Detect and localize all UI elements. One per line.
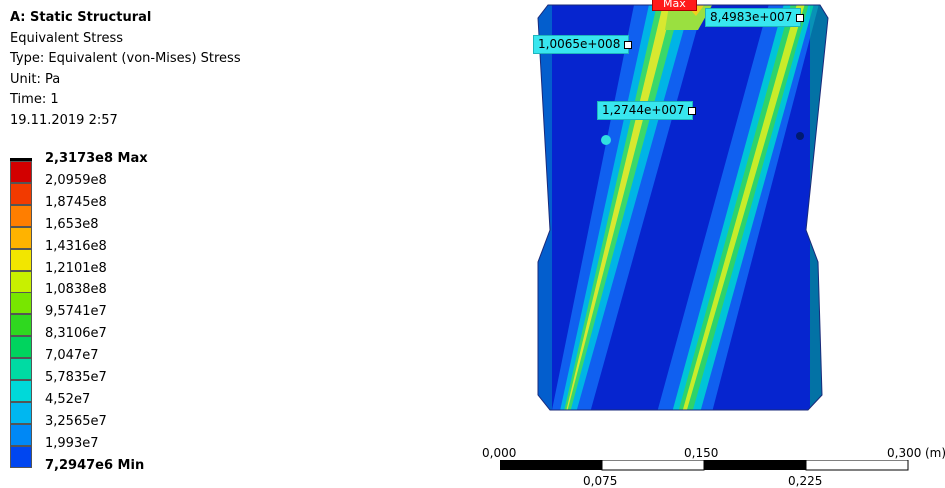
result-unit: Unit: Pa xyxy=(10,71,61,87)
legend-entry: 2,3173e8 Max xyxy=(10,150,170,183)
legend-swatch xyxy=(10,380,32,402)
legend-entry: 2,0959e8 xyxy=(10,172,170,205)
result-type: Type: Equivalent (von-Mises) Stress xyxy=(10,51,241,66)
legend-entry: 8,3106e7 xyxy=(10,325,170,359)
legend-entry: 1,2101e8 xyxy=(10,260,170,293)
stress-contour-model[interactable] xyxy=(470,0,830,420)
legend-entry: 1,0838e8 xyxy=(10,281,170,315)
scale-bar: 0,000 0,150 0,300 (m) 0,075 0,225 xyxy=(470,440,945,488)
legend-label: 3,2565e7 xyxy=(45,413,107,429)
legend-entry: 5,7835e7 xyxy=(10,369,170,402)
legend-label: 2,3173e8 Max xyxy=(45,151,148,166)
legend-entry: 1,653e8 xyxy=(10,216,170,249)
legend-swatch xyxy=(10,161,32,183)
legend-label: 7,2947e6 Min xyxy=(45,457,145,473)
scale-bar-graphic xyxy=(500,460,909,471)
legend-swatch xyxy=(10,292,32,315)
legend-swatch xyxy=(10,226,32,249)
scale-tick-label: 0,150 xyxy=(684,446,719,460)
legend-swatch xyxy=(10,401,32,424)
legend-swatch xyxy=(10,336,32,359)
legend-entry: 7,047e7 xyxy=(10,347,170,381)
legend-label: 5,7835e7 xyxy=(45,370,107,385)
analysis-title: A: Static Structural xyxy=(10,10,152,25)
scale-tick-label: 0,300 xyxy=(887,446,922,460)
legend-entry: 1,993e7 xyxy=(10,435,170,468)
legend-label: 1,0838e8 xyxy=(45,282,107,298)
result-time: Time: 1 xyxy=(10,92,59,107)
legend-label: 2,0959e8 xyxy=(45,172,107,188)
scale-tick-label: 0,225 xyxy=(788,474,823,488)
legend-swatch xyxy=(10,204,32,227)
scale-tick-label: 0,000 xyxy=(482,446,517,460)
result-info-panel: A: Static Structural Equivalent Stress T… xyxy=(10,8,241,131)
scale-tick-label: 0,075 xyxy=(583,474,618,488)
legend-label: 1,4316e8 xyxy=(45,238,107,254)
result-date: 19.11.2019 2:57 xyxy=(10,112,118,128)
legend-top-cap xyxy=(10,158,32,161)
legend-label: 1,8745e8 xyxy=(45,194,107,210)
legend-label: 9,5741e7 xyxy=(45,304,107,320)
legend-swatch xyxy=(10,182,32,205)
probe-label[interactable]: 8,4983e+007 xyxy=(705,8,805,27)
result-name: Equivalent Stress xyxy=(10,30,124,46)
probe-label[interactable]: 1,2744e+007 xyxy=(597,101,697,120)
legend-swatch xyxy=(10,270,32,293)
max-probe-label[interactable]: Max xyxy=(652,0,697,11)
legend-swatch xyxy=(10,445,32,468)
legend-swatch xyxy=(10,423,32,446)
legend-entry: 1,4316e8 xyxy=(10,238,170,271)
legend-swatch xyxy=(10,248,32,271)
legend-entry: 7,2947e6 Min xyxy=(10,457,170,479)
legend-label: 1,653e8 xyxy=(45,216,99,232)
scale-unit: (m) xyxy=(925,446,945,460)
legend-label: 4,52e7 xyxy=(45,391,91,407)
legend-entry: 9,5741e7 xyxy=(10,303,170,337)
legend-label: 1,993e7 xyxy=(45,435,99,451)
legend-label: 8,3106e7 xyxy=(45,326,107,342)
legend-label: 1,2101e8 xyxy=(45,260,107,276)
legend-swatch xyxy=(10,314,32,337)
legend-swatch xyxy=(10,358,32,381)
legend-entry: 1,8745e8 xyxy=(10,194,170,227)
legend-label: 7,047e7 xyxy=(45,348,99,364)
legend-entry: 4,52e7 xyxy=(10,391,170,424)
legend-entry: 3,2565e7 xyxy=(10,413,170,446)
probe-label[interactable]: 1,0065e+008 xyxy=(533,35,633,54)
